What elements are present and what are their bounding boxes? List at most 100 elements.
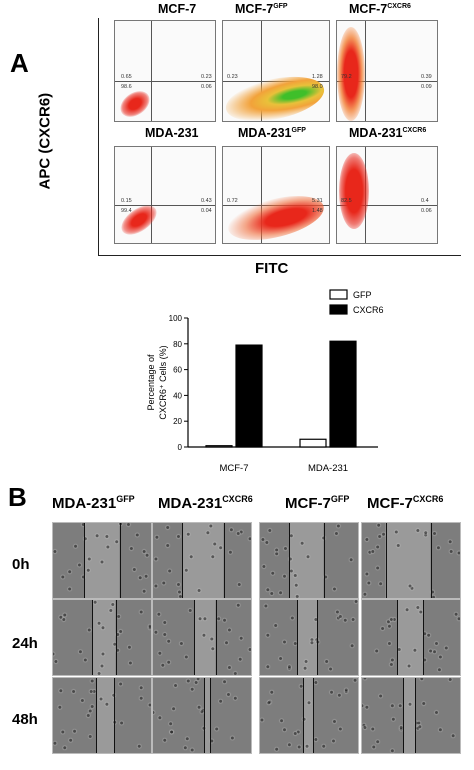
legend-label-cxcr6: CXCR6 — [353, 305, 384, 315]
flow-y-axis-label: APC (CXCR6) — [36, 92, 54, 190]
wound-healing-image — [52, 677, 152, 754]
wound-edge-line — [303, 678, 305, 753]
plot-title-mda231: MDA-231 — [145, 126, 199, 140]
y-axis-label-line2: CXCR6⁺ Cells (%) — [158, 345, 168, 419]
flow-cytometry-grid — [98, 18, 461, 256]
wound-edge-line — [403, 678, 405, 753]
quadrant-ul: 0.65 — [121, 74, 132, 80]
y-tick-label: 40 — [173, 391, 182, 400]
quadrant-lr: 0.06 — [201, 84, 212, 90]
col-header-mda231-gfp: MDA-231GFP — [52, 494, 135, 512]
flow-plot-mcf7: 0.65 0.23 98.6 0.06 — [114, 20, 216, 122]
wound-healing-image — [52, 522, 152, 599]
y-axis-label-line1: Percentage of — [146, 354, 156, 411]
bar-gfp-mda-231 — [299, 438, 327, 448]
y-tick-label: 20 — [173, 417, 182, 426]
quadrant-ll: 98.6 — [121, 84, 132, 90]
plot-title-mcf7-cxcr6: MCF-7CXCR6 — [349, 2, 411, 16]
cell-population — [339, 153, 369, 229]
legend-label-gfp: GFP — [353, 290, 372, 300]
wound-edge-line — [194, 600, 196, 675]
quadrant-lr: 0.09 — [421, 84, 432, 90]
flow-plot-mda231-gfp: 0.72 5.31 1.48 — [222, 146, 330, 244]
wound-edge-line — [312, 678, 314, 753]
wound-healing-image — [361, 677, 461, 754]
wound-edge-line — [289, 523, 291, 598]
wound-edge-line — [203, 678, 205, 753]
quadrant-ur: 0.23 — [201, 74, 212, 80]
bar-gfp-mcf-7 — [205, 445, 233, 448]
quadrant-ur: 5.31 — [312, 198, 323, 204]
flow-plot-mcf7-gfp: 0.23 1.28 98.0 — [222, 20, 330, 122]
wound-healing-image — [152, 599, 252, 676]
plot-title-mda231-gfp: MDA-231GFP — [238, 126, 306, 140]
wound-edge-line — [92, 600, 94, 675]
quadrant-ur: 0.39 — [421, 74, 432, 80]
quadrant-ur: 0.43 — [201, 198, 212, 204]
x-category-label: MDA-231 — [308, 463, 348, 474]
legend-swatch-cxcr6 — [329, 304, 348, 315]
wound-edge-line — [223, 523, 225, 598]
wound-edge-line — [323, 523, 325, 598]
wound-healing-image — [259, 599, 359, 676]
cxcr6-bar-chart: 0 20 40 60 80 100 Percentage of CXCR6⁺ Cells (%… — [146, 289, 384, 474]
legend-swatch-gfp — [329, 289, 348, 300]
bar-cxcr6-mda-231 — [329, 340, 357, 448]
quadrant-lr: 98.0 — [312, 84, 323, 90]
wound-healing-image — [152, 522, 252, 599]
wound-edge-line — [209, 678, 211, 753]
panel-a-letter: A — [10, 48, 29, 78]
row-label-0h: 0h — [12, 556, 30, 573]
wound-edge-line — [96, 678, 98, 753]
wound-edge-line — [397, 600, 399, 675]
col-header-mcf7-gfp: MCF-7GFP — [285, 494, 350, 512]
cell-population — [223, 187, 329, 243]
cell-population — [115, 85, 155, 121]
wound-edge-line — [430, 523, 432, 598]
quadrant-ur: 1.28 — [312, 74, 323, 80]
panel-b-letter: B — [8, 482, 27, 512]
wound-healing-image — [52, 599, 152, 676]
row-label-24h: 24h — [12, 635, 38, 652]
wound-healing-image — [361, 522, 461, 599]
wound-edge-line — [297, 600, 299, 675]
wound-edge-line — [182, 523, 184, 598]
plot-title-mcf7: MCF-7 — [158, 2, 197, 16]
flow-x-axis-label: FITC — [255, 260, 289, 277]
wound-edge-line — [84, 523, 86, 598]
y-tick-label: 0 — [178, 443, 183, 452]
wound-edge-line — [119, 523, 121, 598]
quadrant-ur: 0.4 — [421, 198, 429, 204]
quadrant-lr: 0.06 — [421, 208, 432, 214]
y-tick-label: 60 — [173, 366, 182, 375]
wound-edge-line — [215, 600, 217, 675]
wound-edge-line — [385, 523, 387, 598]
cell-population — [337, 27, 365, 121]
quadrant-lr: 0.04 — [201, 208, 212, 214]
col-header-mda231-cxcr6: MDA-231CXCR6 — [158, 494, 253, 512]
quadrant-lr: 1.48 — [312, 208, 323, 214]
quadrant-ul: 82.5 — [341, 198, 352, 204]
wound-healing-image — [259, 522, 359, 599]
wound-edge-line — [422, 600, 424, 675]
wound-healing-image — [361, 599, 461, 676]
flow-plot-mcf7-cxcr6: 79.2 0.39 0.09 — [336, 20, 438, 122]
wound-edge-line — [113, 678, 115, 753]
quadrant-ul: 0.23 — [227, 74, 238, 80]
y-tick-label: 100 — [169, 314, 183, 323]
quadrant-ul: 0.72 — [227, 198, 238, 204]
wound-healing-image — [259, 677, 359, 754]
quadrant-ul: 0.15 — [121, 198, 132, 204]
x-category-label: MCF-7 — [219, 463, 248, 474]
wound-edge-line — [414, 678, 416, 753]
wound-healing-image — [152, 677, 252, 754]
wound-edge-line — [115, 600, 117, 675]
quadrant-ul: 79.2 — [341, 74, 352, 80]
flow-plot-mda231: 0.15 0.43 99.4 0.04 — [114, 146, 216, 244]
plot-title-mda231-cxcr6: MDA-231CXCR6 — [349, 126, 427, 140]
bar-cxcr6-mcf-7 — [235, 344, 263, 448]
y-tick-label: 80 — [173, 340, 182, 349]
col-header-mcf7-cxcr6: MCF-7CXCR6 — [367, 494, 444, 512]
flow-plot-mda231-cxcr6: 82.5 0.4 0.06 — [336, 146, 438, 244]
plot-title-mcf7-gfp: MCF-7GFP — [235, 2, 288, 16]
